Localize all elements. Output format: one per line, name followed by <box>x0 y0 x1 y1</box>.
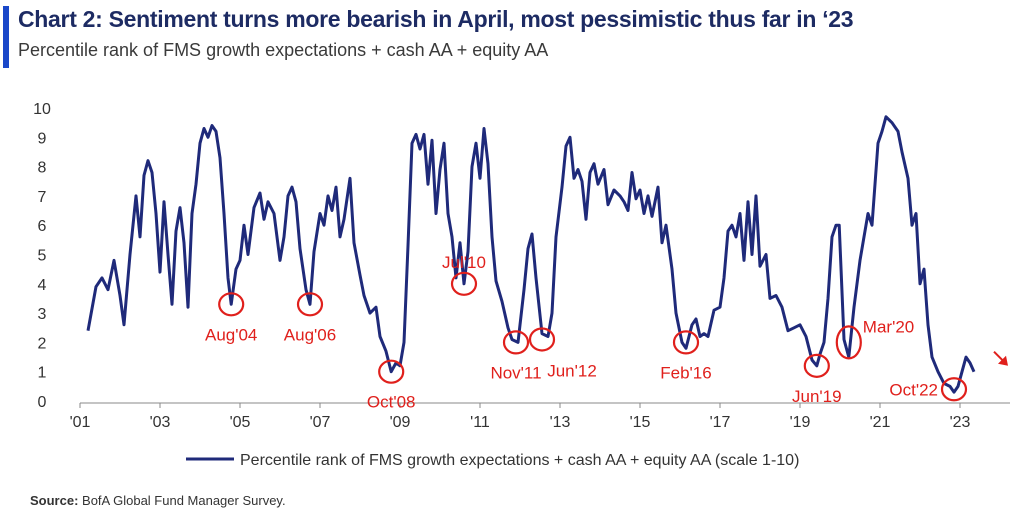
legend-label: Percentile rank of FMS growth expectatio… <box>240 452 799 469</box>
annotation-label: Aug'04 <box>205 325 257 344</box>
x-tick-label: '21 <box>870 414 891 431</box>
y-tick-label: 3 <box>38 306 47 323</box>
x-tick-label: '17 <box>710 414 731 431</box>
x-tick-label: '19 <box>790 414 811 431</box>
annotation-label: Oct'08 <box>367 393 416 412</box>
source-text: BofA Global Fund Manager Survey. <box>82 493 286 508</box>
annotation-circle <box>803 353 830 378</box>
trend-arrow-head <box>998 355 1008 366</box>
y-tick-label: 7 <box>38 189 47 206</box>
annotation-label: Mar'20 <box>863 317 914 336</box>
source-note: Source: BofA Global Fund Manager Survey. <box>30 493 286 508</box>
chart-title: Chart 2: Sentiment turns more bearish in… <box>18 6 854 32</box>
y-tick-label: 5 <box>38 248 47 265</box>
annotation-circle <box>528 327 556 352</box>
source-label: Source: <box>30 493 79 508</box>
x-tick-label: '15 <box>630 414 651 431</box>
annotation-circle <box>450 271 478 296</box>
y-tick-label: 2 <box>38 335 47 352</box>
x-tick-label: '23 <box>950 414 971 431</box>
x-tick-label: '03 <box>150 414 171 431</box>
annotation-label: Jun'12 <box>547 361 597 380</box>
annotation-label: Aug'06 <box>284 325 336 344</box>
annotation-circle <box>296 292 324 317</box>
title-accent-bar <box>3 6 9 68</box>
x-tick-label: '09 <box>390 414 411 431</box>
y-tick-label: 6 <box>38 218 47 235</box>
chart-subtitle: Percentile rank of FMS growth expectatio… <box>18 40 549 60</box>
y-tick-label: 10 <box>33 101 51 118</box>
series-line <box>86 115 976 394</box>
annotation-circle <box>218 292 245 317</box>
annotation-circle <box>835 325 862 360</box>
annotation-label: Jul'10 <box>442 253 486 272</box>
x-tick-label: '05 <box>230 414 251 431</box>
y-tick-label: 0 <box>38 394 47 411</box>
y-tick-label: 4 <box>38 277 47 294</box>
y-tick-label: 9 <box>38 130 47 147</box>
y-tick-label: 1 <box>38 365 47 382</box>
x-tick-label: '01 <box>70 414 91 431</box>
x-tick-label: '07 <box>310 414 331 431</box>
annotation-circle <box>672 330 700 355</box>
annotation-label: Feb'16 <box>660 363 711 382</box>
annotation-circle <box>502 330 530 355</box>
annotation-label: Jun'19 <box>792 387 842 406</box>
annotation-label: Nov'11 <box>490 363 541 382</box>
annotation-label: Oct'22 <box>889 380 938 399</box>
y-tick-label: 8 <box>38 160 47 177</box>
x-tick-label: '11 <box>470 414 490 431</box>
x-tick-label: '13 <box>550 414 571 431</box>
annotation-circle <box>940 377 968 402</box>
line-chart: 0 1 2 3 4 5 6 7 8 9 10 '01 '03 '05 '07 '09 '11 '13 '15 '17 '… <box>33 101 1010 469</box>
annotation-circle <box>378 359 405 384</box>
